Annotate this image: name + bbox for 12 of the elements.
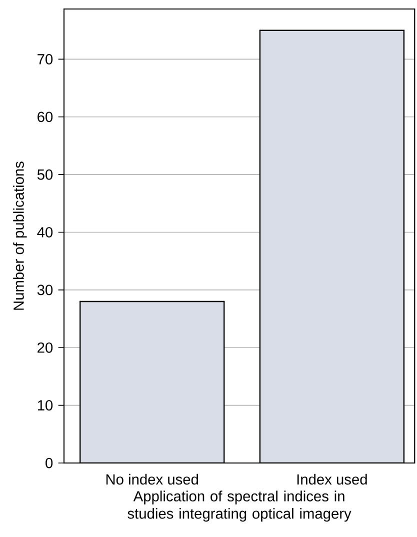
y-tick-label: 20 <box>38 342 53 353</box>
y-tick-label: 10 <box>38 400 53 411</box>
y-tick-label: 40 <box>37 227 53 238</box>
x-tick-label: No index used <box>106 474 198 485</box>
y-tick-label: 70 <box>38 54 53 64</box>
y-axis-title: Number of publications <box>13 162 27 310</box>
x-axis-title: Application of spectral indices in studies integrating optical imagery <box>128 490 352 522</box>
y-tick-label: 60 <box>38 112 53 122</box>
y-tick-label: 50 <box>37 169 53 180</box>
y-tick-label: 30 <box>37 284 53 296</box>
y-tick-label: 0 <box>46 458 53 468</box>
x-tick-label: Index used <box>297 474 367 485</box>
